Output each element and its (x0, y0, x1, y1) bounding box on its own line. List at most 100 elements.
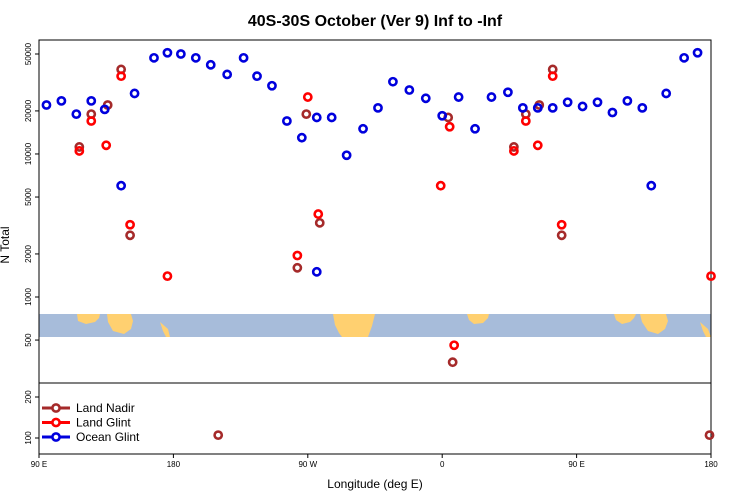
point-ocean-glint (622, 95, 633, 106)
world-map-strip (39, 314, 711, 337)
point-ocean-glint (577, 101, 588, 112)
point-land-nadir (213, 430, 224, 441)
point-ocean-glint (162, 47, 173, 58)
map-land-australia-south (107, 314, 133, 334)
x-tick-label: 180 (167, 460, 181, 469)
map-land-africa (467, 314, 489, 324)
point-land-nadir (447, 357, 458, 368)
point-ocean-glint (56, 95, 67, 106)
point-land-glint (101, 140, 112, 151)
legend-marker-land-glint (51, 417, 61, 428)
plot-frame (38, 39, 712, 455)
point-ocean-glint (116, 180, 127, 191)
point-ocean-glint (205, 59, 216, 70)
map-land-nz (160, 322, 170, 337)
point-land-glint (547, 71, 558, 82)
point-land-glint (508, 146, 519, 156)
map-land-australia-west (77, 314, 100, 324)
point-land-glint (313, 209, 324, 219)
point-ocean-glint (311, 266, 322, 277)
point-ocean-glint (238, 52, 249, 63)
map-land-australia-south-2 (640, 314, 668, 334)
point-land-nadir (301, 109, 312, 120)
legend-label-land-glint: Land Glint (76, 416, 131, 430)
x-tick-label: 0 (440, 460, 445, 469)
point-land-glint (302, 92, 313, 102)
x-tick-label: 90 E (568, 460, 584, 469)
point-ocean-glint (404, 85, 415, 95)
map-land-south-america (333, 314, 375, 337)
point-land-nadir (508, 142, 519, 152)
point-ocean-glint (129, 88, 140, 99)
point-ocean-glint (373, 102, 383, 113)
x-tick-label: 90 E (31, 460, 47, 469)
point-ocean-glint (99, 104, 110, 115)
axes: 90 E 180 90 W 0 90 E 180 500 1000 2000 5000 10000 2… (24, 39, 718, 469)
point-ocean-glint (646, 180, 657, 191)
y-tick-label: 200 (24, 390, 33, 404)
y-tick-label: 10000 (24, 142, 33, 165)
point-land-glint (556, 219, 567, 230)
y-axis-label: N Total (0, 226, 12, 263)
point-ocean-glint (341, 150, 352, 161)
point-ocean-glint (470, 123, 480, 134)
point-land-glint (532, 140, 543, 151)
y-tick-label: 1000 (24, 288, 33, 306)
point-land-glint (116, 71, 127, 82)
point-land-glint (435, 180, 446, 191)
point-ocean-glint (547, 102, 558, 113)
y-tick-label: 20000 (24, 99, 33, 122)
x-axis-label: Longitude (deg E) (327, 477, 422, 491)
map-land-australia-west-2 (614, 314, 636, 324)
point-land-glint (125, 219, 135, 230)
y-tick-label: 2000 (24, 244, 33, 262)
point-ocean-glint (358, 123, 368, 134)
point-ocean-glint (679, 52, 690, 63)
point-ocean-glint (486, 92, 497, 102)
point-land-glint (86, 116, 97, 126)
point-ocean-glint (41, 100, 52, 110)
point-ocean-glint (388, 76, 398, 87)
point-ocean-glint (149, 52, 159, 63)
y-tick-label: 50000 (24, 42, 33, 65)
y-tick-label: 500 (24, 333, 33, 347)
point-ocean-glint (503, 87, 513, 98)
point-land-nadir (314, 217, 325, 228)
point-ocean-glint (86, 95, 97, 106)
legend-marker-ocean-glint (51, 432, 61, 442)
x-tick-label: 180 (704, 460, 718, 469)
point-land-glint (162, 271, 173, 281)
data-points (41, 47, 716, 441)
point-land-nadir (74, 142, 85, 152)
point-land-nadir (556, 230, 567, 241)
point-ocean-glint (252, 71, 262, 82)
point-ocean-glint (267, 80, 277, 91)
point-ocean-glint (592, 97, 603, 108)
point-ocean-glint (311, 112, 322, 123)
point-ocean-glint (281, 116, 292, 126)
point-ocean-glint (692, 47, 703, 58)
legend-marker-land-nadir (51, 403, 61, 413)
point-ocean-glint (562, 97, 573, 108)
point-ocean-glint (607, 107, 618, 118)
point-ocean-glint (420, 93, 431, 104)
point-land-glint (520, 116, 531, 126)
point-ocean-glint (437, 110, 448, 121)
point-ocean-glint (532, 102, 543, 113)
point-ocean-glint (661, 88, 672, 99)
x-tick-label: 90 W (298, 460, 317, 469)
chart-title: 40S-30S October (Ver 9) Inf to -Inf (248, 13, 503, 30)
point-ocean-glint (453, 92, 464, 102)
point-ocean-glint (71, 109, 82, 120)
point-land-glint (706, 271, 716, 281)
point-land-glint (74, 146, 85, 156)
point-ocean-glint (326, 112, 337, 123)
legend-label-land-nadir: Land Nadir (76, 401, 135, 415)
y-tick-label: 5000 (24, 188, 33, 206)
map-land-nz-2 (700, 322, 711, 337)
point-ocean-glint (637, 102, 648, 113)
legend-label-ocean-glint: Ocean Glint (76, 430, 140, 444)
point-ocean-glint (517, 102, 528, 113)
